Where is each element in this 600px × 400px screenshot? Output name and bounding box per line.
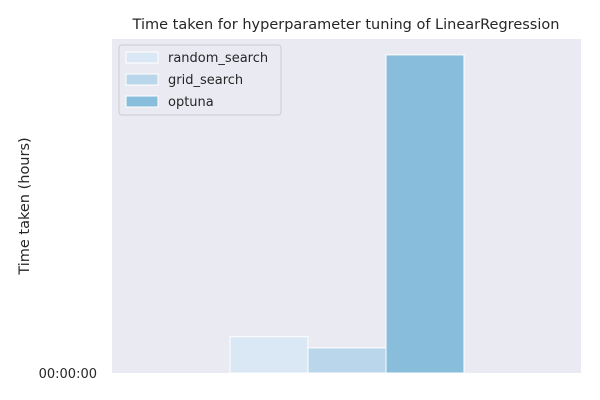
legend-label-optuna: optuna <box>168 95 214 110</box>
bar-grid-search <box>307 347 387 374</box>
bar-optuna <box>385 54 465 374</box>
legend-box <box>118 44 282 116</box>
bar-random-search <box>229 336 309 374</box>
y-tick-label: 00:00:00 <box>39 367 97 382</box>
bars-group <box>229 54 465 374</box>
chart-title: Time taken for hyperparameter tuning of … <box>132 17 560 33</box>
legend-label-grid-search: grid_search <box>168 73 243 88</box>
y-axis-label: Time taken (hours) <box>17 137 33 275</box>
legend-swatch-random-search <box>125 51 159 64</box>
legend-swatch-grid-search <box>125 73 159 86</box>
legend-swatch-optuna <box>125 95 159 108</box>
legend-label-random-search: random_search <box>168 51 268 66</box>
